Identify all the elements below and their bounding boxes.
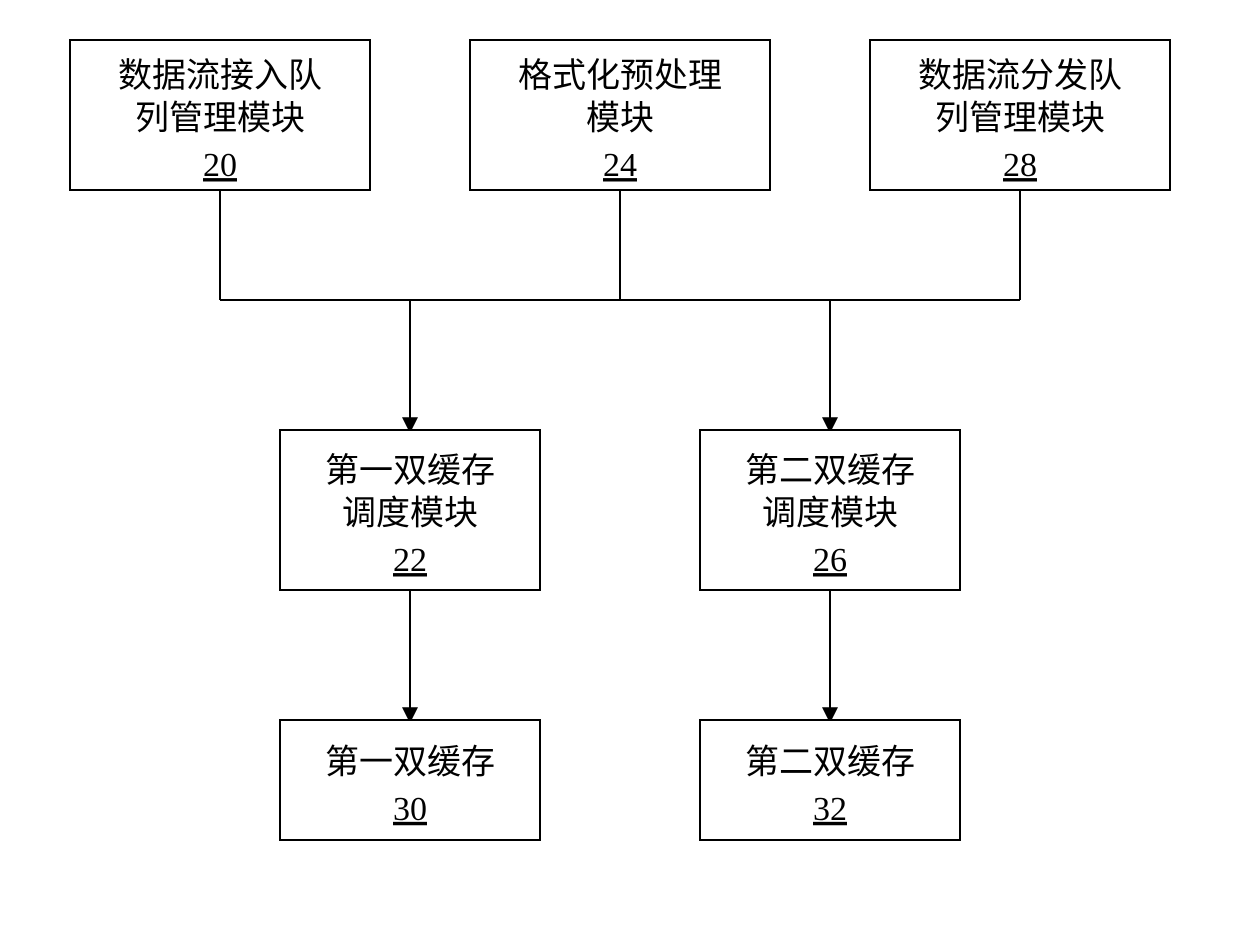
- node-label-line: 第二双缓存: [745, 452, 915, 490]
- node-label-line: 模块: [586, 100, 654, 138]
- node-number: 32: [813, 791, 847, 828]
- node-n20: 数据流接入队列管理模块 20: [70, 40, 370, 190]
- node-label-line: 数据流分发队: [918, 57, 1122, 95]
- node-n22: 第一双缓存调度模块 22: [280, 430, 540, 590]
- node-label-line: 数据流接入队: [118, 57, 322, 95]
- node-number: 20: [203, 147, 237, 184]
- node-n30: 第一双缓存 30: [280, 720, 540, 840]
- node-label-line: 列管理模块: [135, 100, 305, 138]
- node-label-line: 第二双缓存: [745, 743, 915, 781]
- node-label-line: 第一双缓存: [325, 743, 495, 781]
- node-number: 26: [813, 542, 847, 579]
- node-number: 22: [393, 542, 427, 579]
- node-label-line: 列管理模块: [935, 100, 1105, 138]
- node-n26: 第二双缓存调度模块 26: [700, 430, 960, 590]
- node-n28: 数据流分发队列管理模块 28: [870, 40, 1170, 190]
- node-label-line: 调度模块: [342, 495, 478, 533]
- node-n24: 格式化预处理模块 24: [470, 40, 770, 190]
- node-label-line: 第一双缓存: [325, 452, 495, 490]
- node-label-line: 调度模块: [762, 495, 898, 533]
- node-label-line: 格式化预处理: [518, 57, 722, 95]
- node-number: 28: [1003, 147, 1037, 184]
- node-number: 24: [603, 147, 637, 184]
- node-number: 30: [393, 791, 427, 828]
- node-n32: 第二双缓存 32: [700, 720, 960, 840]
